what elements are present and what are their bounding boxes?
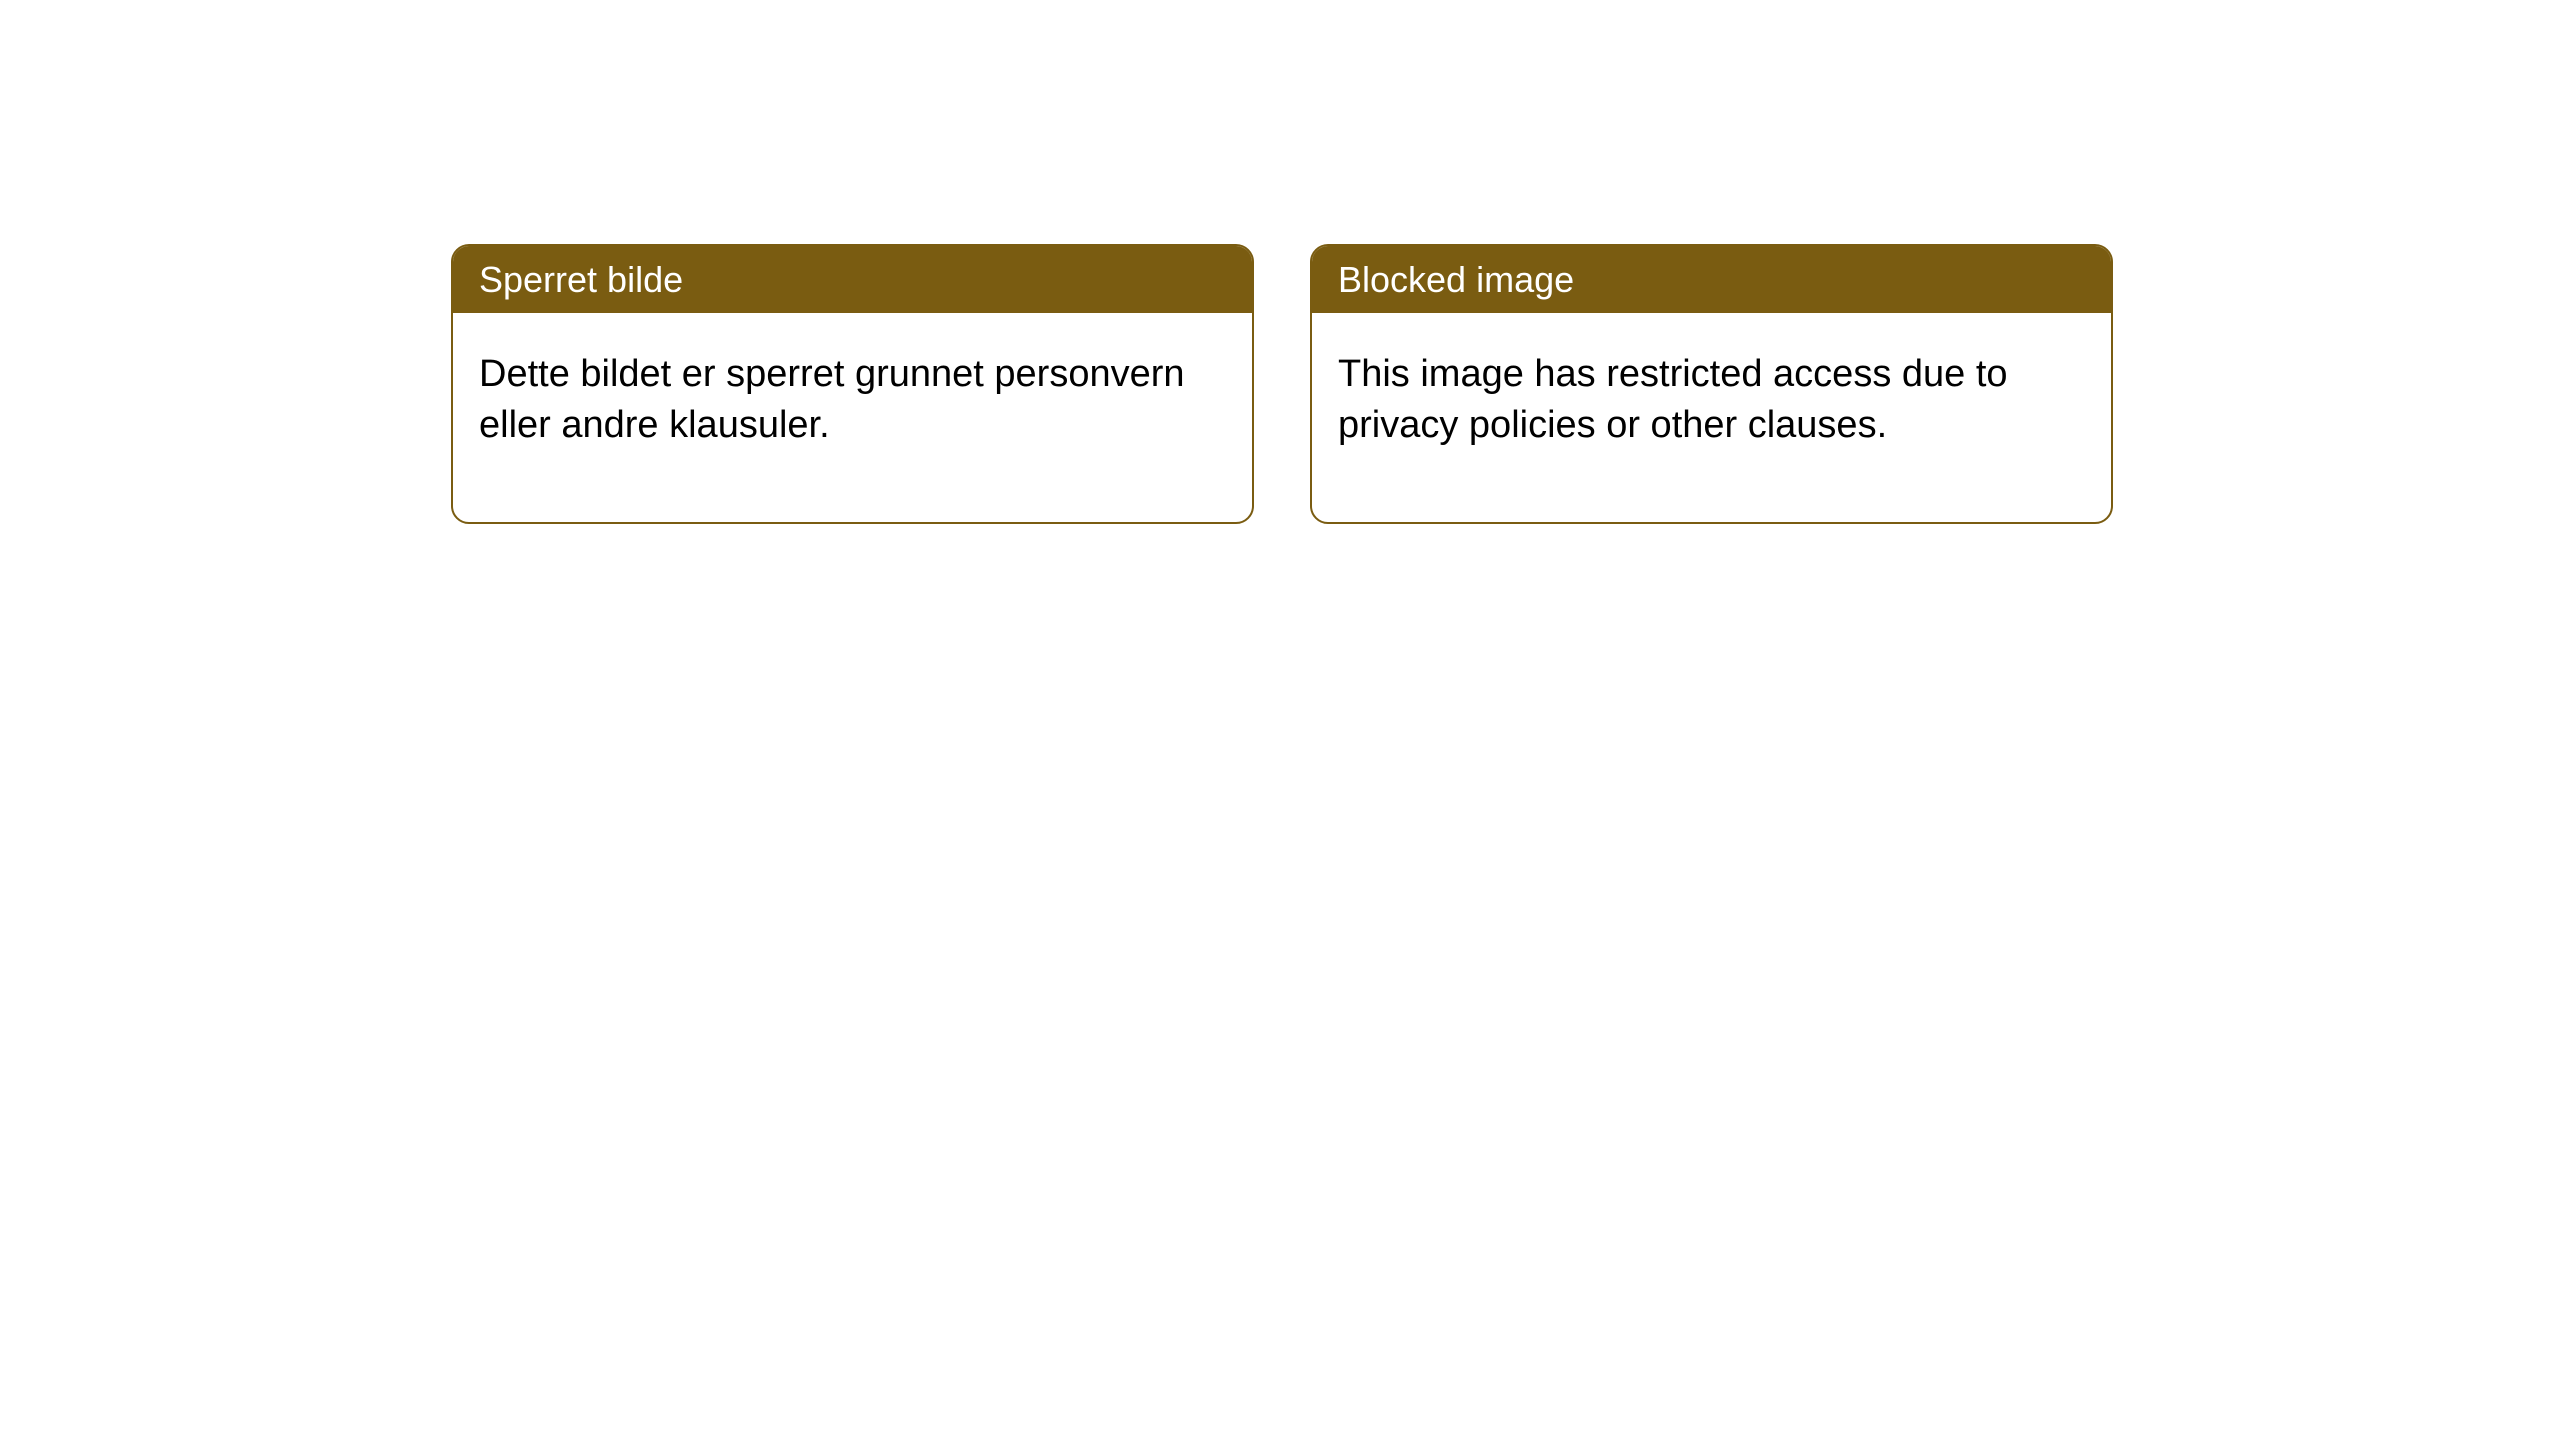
notice-card-en: Blocked image This image has restricted … <box>1310 244 2113 524</box>
notice-container: Sperret bilde Dette bildet er sperret gr… <box>451 244 2113 524</box>
notice-card-body: Dette bildet er sperret grunnet personve… <box>453 313 1252 522</box>
notice-title-no: Sperret bilde <box>479 259 683 300</box>
notice-card-no: Sperret bilde Dette bildet er sperret gr… <box>451 244 1254 524</box>
notice-card-header: Sperret bilde <box>453 246 1252 313</box>
notice-body-en: This image has restricted access due to … <box>1338 353 2008 446</box>
notice-title-en: Blocked image <box>1338 259 1574 300</box>
notice-card-header: Blocked image <box>1312 246 2111 313</box>
notice-card-body: This image has restricted access due to … <box>1312 313 2111 522</box>
notice-body-no: Dette bildet er sperret grunnet personve… <box>479 353 1185 446</box>
